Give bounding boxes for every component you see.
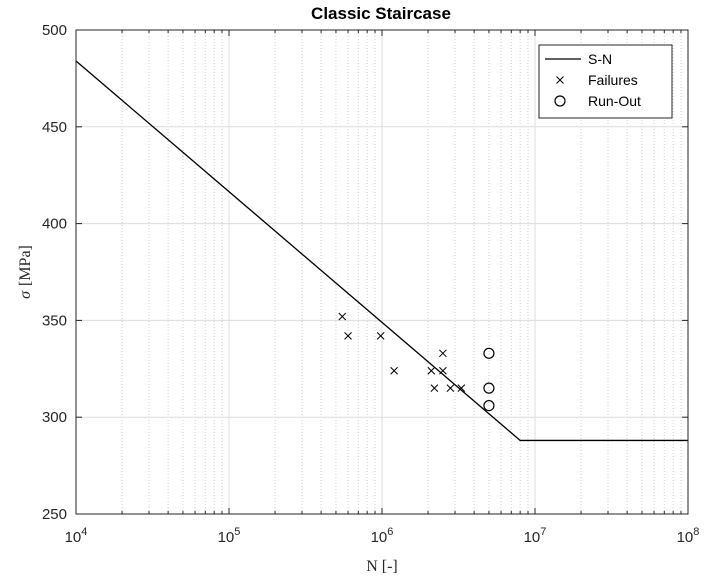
y-tick-label: 250	[42, 506, 67, 523]
y-tick-label: 500	[42, 22, 67, 39]
y-axis-unit: [MPa]	[17, 245, 34, 286]
y-axis-symbol: σ	[17, 290, 34, 299]
x-marker-stroke	[439, 349, 447, 358]
chart-title: Classic Staircase	[311, 4, 451, 23]
x-tick-exponent: 8	[693, 526, 699, 538]
x-marker-stroke	[556, 76, 564, 84]
x-marker-stroke	[439, 366, 447, 375]
legend: S-N Failures Run-Out	[538, 44, 673, 119]
x-tick-exponent: 5	[234, 526, 240, 538]
legend-label: S-N	[588, 51, 612, 67]
x-axis-label: N [-]	[366, 558, 398, 575]
x-tick-base: 10	[218, 529, 235, 546]
y-tick-label: 400	[42, 216, 67, 233]
x-tick-base: 10	[371, 529, 388, 546]
legend-label: Run-Out	[588, 93, 641, 109]
x-marker-stroke	[338, 312, 347, 321]
x-marker-stroke	[390, 366, 398, 375]
run-out-point	[483, 382, 495, 394]
failure-point	[427, 366, 436, 375]
y-tick-label: 300	[42, 409, 67, 426]
x-tick-label: 106	[371, 526, 394, 546]
y-tick-labels: 250 300 350 400 450 500	[42, 22, 67, 523]
x-tick-label: 108	[677, 526, 700, 546]
failure-point	[439, 349, 447, 358]
x-marker-stroke	[376, 332, 385, 340]
x-tick-label: 105	[218, 526, 241, 546]
x-marker-stroke	[427, 366, 436, 375]
sn-curve-line	[75, 60, 688, 442]
failure-point	[338, 312, 347, 321]
failure-point	[376, 332, 385, 340]
legend-circle-swatch	[554, 95, 566, 107]
x-tick-label: 107	[524, 526, 547, 546]
run-out-point	[483, 399, 495, 412]
x-tick-label: 104	[65, 526, 88, 546]
x-tick-labels: 104 105 106 107 108	[65, 526, 700, 546]
x-marker-stroke	[446, 384, 455, 393]
failure-point	[430, 384, 439, 393]
legend-label: Failures	[588, 72, 638, 88]
x-marker-stroke	[430, 384, 439, 393]
x-marker-stroke	[457, 384, 466, 393]
y-tick-label: 350	[42, 312, 67, 329]
x-tick-base: 10	[65, 529, 82, 546]
legend-x-swatch	[556, 76, 564, 84]
x-tick-exponent: 6	[387, 526, 393, 538]
failure-point	[446, 384, 455, 393]
y-axis-label: σ [MPa]	[17, 245, 34, 299]
axis-ticks	[75, 29, 689, 515]
failure-point	[457, 384, 466, 393]
legend-items: S-N Failures Run-Out	[545, 51, 641, 109]
failure-point	[344, 332, 352, 340]
series-layer	[75, 60, 688, 442]
failure-point	[390, 366, 398, 375]
x-tick-exponent: 7	[540, 526, 546, 538]
x-marker-stroke	[344, 332, 352, 340]
x-tick-base: 10	[677, 529, 694, 546]
x-tick-exponent: 4	[81, 526, 87, 538]
y-tick-label: 450	[42, 119, 67, 136]
failure-point	[439, 366, 447, 375]
run-out-point	[483, 347, 495, 359]
x-tick-base: 10	[524, 529, 541, 546]
